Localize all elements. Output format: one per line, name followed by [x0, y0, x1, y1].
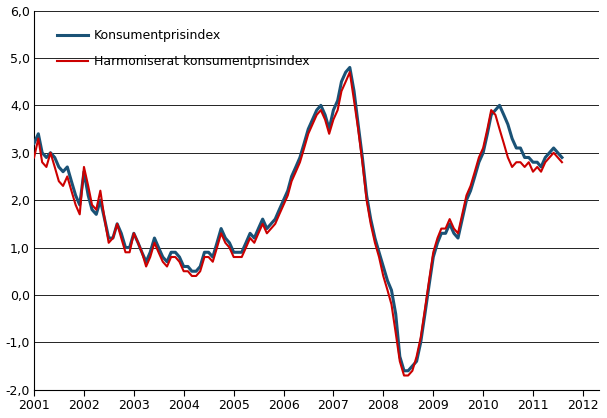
Line: Konsumentprisindex: Konsumentprisindex — [34, 67, 562, 371]
Line: Harmoniserat konsumentprisindex: Harmoniserat konsumentprisindex — [34, 72, 562, 375]
Legend: Konsumentprisindex, Harmoniserat konsumentprisindex: Konsumentprisindex, Harmoniserat konsume… — [52, 24, 315, 73]
